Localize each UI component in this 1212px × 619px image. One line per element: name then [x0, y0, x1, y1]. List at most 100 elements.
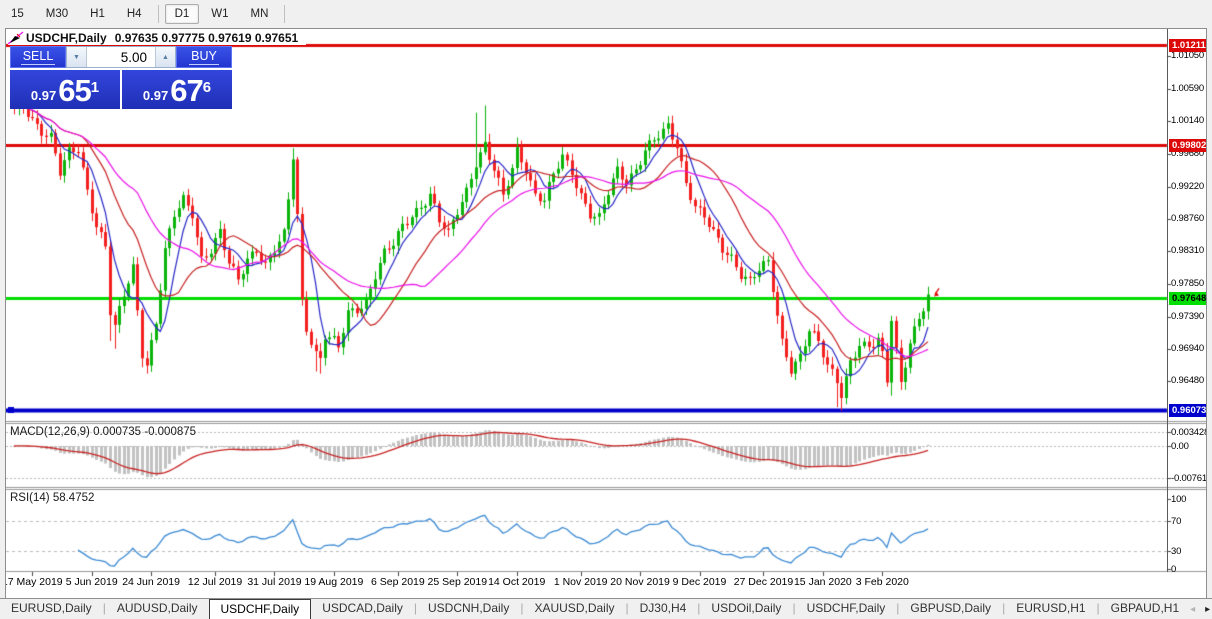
tab-separator: |	[1096, 601, 1100, 615]
tab-EURUSD-H1[interactable]: EURUSD,H1	[1016, 601, 1086, 615]
tab-USDCHF-Daily[interactable]: USDCHF,Daily	[208, 599, 312, 619]
tab-USDCHF-Daily[interactable]: USDCHF,Daily	[806, 601, 886, 615]
date-tick-14-Oct-2019: 14 Oct 2019	[488, 576, 546, 588]
buy-price-box[interactable]: 0.97 67 6	[122, 70, 232, 109]
timeframe-button-15[interactable]: 15	[11, 7, 24, 20]
price-tick-0.97390: 0.97390	[1171, 310, 1204, 322]
tabs: EURUSD,Daily | AUDUSD,Daily USDCHF,Daily USD…	[0, 599, 1190, 619]
rsi-tick-0: 0	[1171, 564, 1177, 575]
date-tick-31-Jul-2019: 31 Jul 2019	[247, 576, 302, 588]
tab-GBPAUD-H1[interactable]: GBPAUD,H1	[1110, 601, 1180, 615]
tab-XAUUSD-Daily[interactable]: XAUUSD,Daily	[534, 601, 615, 615]
tab-USDCNH-Daily[interactable]: USDCNH,Daily	[428, 601, 510, 615]
price-tick-0.97850: 0.97850	[1171, 278, 1204, 290]
timeframe-button-M30[interactable]: M30	[45, 7, 69, 20]
chart-symbol-title: USDCHF,Daily	[26, 30, 107, 45]
chart-window: USDCHF,Daily 0.97635 0.97775 0.97619 0.9…	[5, 28, 1207, 600]
date-tick-3-Feb-2020: 3 Feb 2020	[855, 576, 909, 588]
tab-separator: |	[896, 601, 900, 615]
volume-increase-button[interactable]: ▲	[155, 47, 175, 67]
chart-ohlc-values: 0.97635 0.97775 0.97619 0.97651	[114, 30, 299, 45]
toolbar-separator	[157, 4, 159, 23]
timeframe-toolbar: 15 M30 H1 H4 D1 W1 MN	[0, 0, 1212, 27]
rsi-label: RSI(14) 58.4752	[10, 492, 95, 504]
tab-separator: |	[1002, 601, 1006, 615]
buy-price-big: 67	[170, 73, 203, 108]
chart-title-row: USDCHF,Daily 0.97635 0.97775 0.97619 0.9…	[8, 30, 307, 45]
buy-price-small: 0.97	[142, 88, 169, 103]
tab-scroll-left-icon[interactable]: ◂	[1190, 603, 1196, 615]
price-tick-1.00140: 1.00140	[1171, 115, 1204, 127]
date-tick-24-Jun-2019: 24 Jun 2019	[122, 576, 180, 588]
price-tick-0.96940: 0.96940	[1171, 342, 1204, 354]
timeframe-bar: 15 M30 H1 H4 D1 W1 MN	[0, 3, 290, 24]
price-tick-1.01050: 1.01050	[1171, 50, 1204, 62]
volume-stepper: ▼ 5.00 ▲	[66, 46, 176, 68]
price-tag-0.97648: 0.97648	[1169, 291, 1206, 305]
tab-GBPUSD-Daily[interactable]: GBPUSD,Daily	[910, 601, 992, 615]
date-tick-15-Jan-2020: 15 Jan 2020	[793, 576, 852, 588]
one-click-trade-panel: SELL ▼ 5.00 ▲ BUY 0.97 65 1 0.97 67 6	[10, 46, 232, 109]
tab-USDOil-Daily[interactable]: USDOil,Daily	[711, 601, 782, 615]
timeframe-button-H1[interactable]: H1	[90, 7, 105, 20]
tab-separator: |	[413, 601, 417, 615]
price-tick-0.98760: 0.98760	[1171, 213, 1204, 225]
tab-separator: |	[625, 601, 629, 615]
tab-scroll-right-icon[interactable]: ▸	[1205, 603, 1211, 615]
volume-decrease-button[interactable]: ▼	[67, 47, 87, 67]
sell-price-box[interactable]: 0.97 65 1	[10, 70, 120, 109]
price-tag-0.99802: 0.99802	[1169, 138, 1206, 152]
rsi-tick-30: 30	[1171, 546, 1182, 557]
date-tick-12-Jul-2019: 12 Jul 2019	[187, 576, 243, 588]
tab-USDCAD-Daily[interactable]: USDCAD,Daily	[322, 601, 403, 615]
timeframe-button-H4[interactable]: H4	[126, 7, 142, 20]
chart-cursor-icon	[8, 30, 24, 45]
price-tag-0.96073: 0.96073	[1169, 403, 1206, 417]
buy-button[interactable]: BUY	[176, 46, 232, 68]
rsi-tick-70: 70	[1171, 516, 1182, 527]
sell-price-small: 0.97	[30, 88, 57, 103]
chart-canvas[interactable]	[6, 29, 1206, 599]
tab-separator: |	[792, 601, 796, 615]
date-tick-9-Dec-2019: 9 Dec 2019	[672, 576, 727, 588]
tab-AUDUSD-Daily[interactable]: AUDUSD,Daily	[116, 601, 198, 615]
volume-field[interactable]: 5.00	[120, 49, 147, 65]
rsi-tick-100: 100	[1171, 493, 1187, 505]
macd-tick-0.003428: 0.003428	[1171, 426, 1206, 438]
date-tick-1-Nov-2019: 1 Nov 2019	[553, 576, 608, 588]
timeframe-button-D1[interactable]: D1	[164, 3, 200, 24]
price-tick-0.99680: 0.99680	[1171, 147, 1204, 159]
macd-label: MACD(12,26,9) 0.000735 -0.000875	[10, 426, 197, 438]
date-tick-25-Sep-2019: 25 Sep 2019	[427, 576, 488, 588]
tab-EURUSD-Daily[interactable]: EURUSD,Daily	[11, 601, 92, 615]
date-tick-27-Dec-2019: 27 Dec 2019	[733, 576, 794, 588]
macd-tick-0.00: 0.00	[1171, 441, 1189, 452]
price-tick-0.96480: 0.96480	[1171, 375, 1204, 387]
date-tick-19-Aug-2019: 19 Aug 2019	[304, 576, 364, 588]
date-tick-5-Jun-2019: 5 Jun 2019	[65, 576, 118, 588]
sell-price-big: 65	[58, 73, 91, 108]
date-tick-17-May-2019: 17 May 2019	[6, 576, 63, 588]
chart-tab-bar: EURUSD,Daily | AUDUSD,Daily USDCHF,Daily USD…	[0, 598, 1212, 619]
toolbar-separator	[284, 4, 286, 23]
timeframe-button-MN[interactable]: MN	[250, 7, 269, 20]
tab-scroll-arrows: ◂ ▸	[1190, 599, 1212, 619]
timeframe-button-W1[interactable]: W1	[211, 7, 229, 20]
tab-separator: |	[102, 601, 106, 615]
tab-separator: |	[520, 601, 524, 615]
price-tick-0.98310: 0.98310	[1171, 245, 1204, 257]
sell-price-sup: 1	[90, 79, 100, 96]
macd-tick--0.007615: -0.007615	[1171, 472, 1206, 484]
price-tick-1.00590: 1.00590	[1171, 83, 1204, 95]
date-tick-6-Sep-2019: 6 Sep 2019	[371, 576, 425, 588]
tab-DJ30-H4[interactable]: DJ30,H4	[639, 601, 687, 615]
chevron-up-icon: ▲	[162, 53, 169, 61]
chevron-down-icon: ▼	[73, 53, 80, 61]
sell-button[interactable]: SELL	[10, 46, 66, 68]
price-tag-1.01211: 1.01211	[1169, 38, 1206, 52]
price-axis-line	[1167, 29, 1168, 572]
buy-price-sup: 6	[202, 79, 212, 96]
date-tick-20-Nov-2019: 20 Nov 2019	[610, 576, 670, 588]
price-tick-0.99220: 0.99220	[1171, 180, 1204, 192]
tab-separator: |	[697, 601, 701, 615]
